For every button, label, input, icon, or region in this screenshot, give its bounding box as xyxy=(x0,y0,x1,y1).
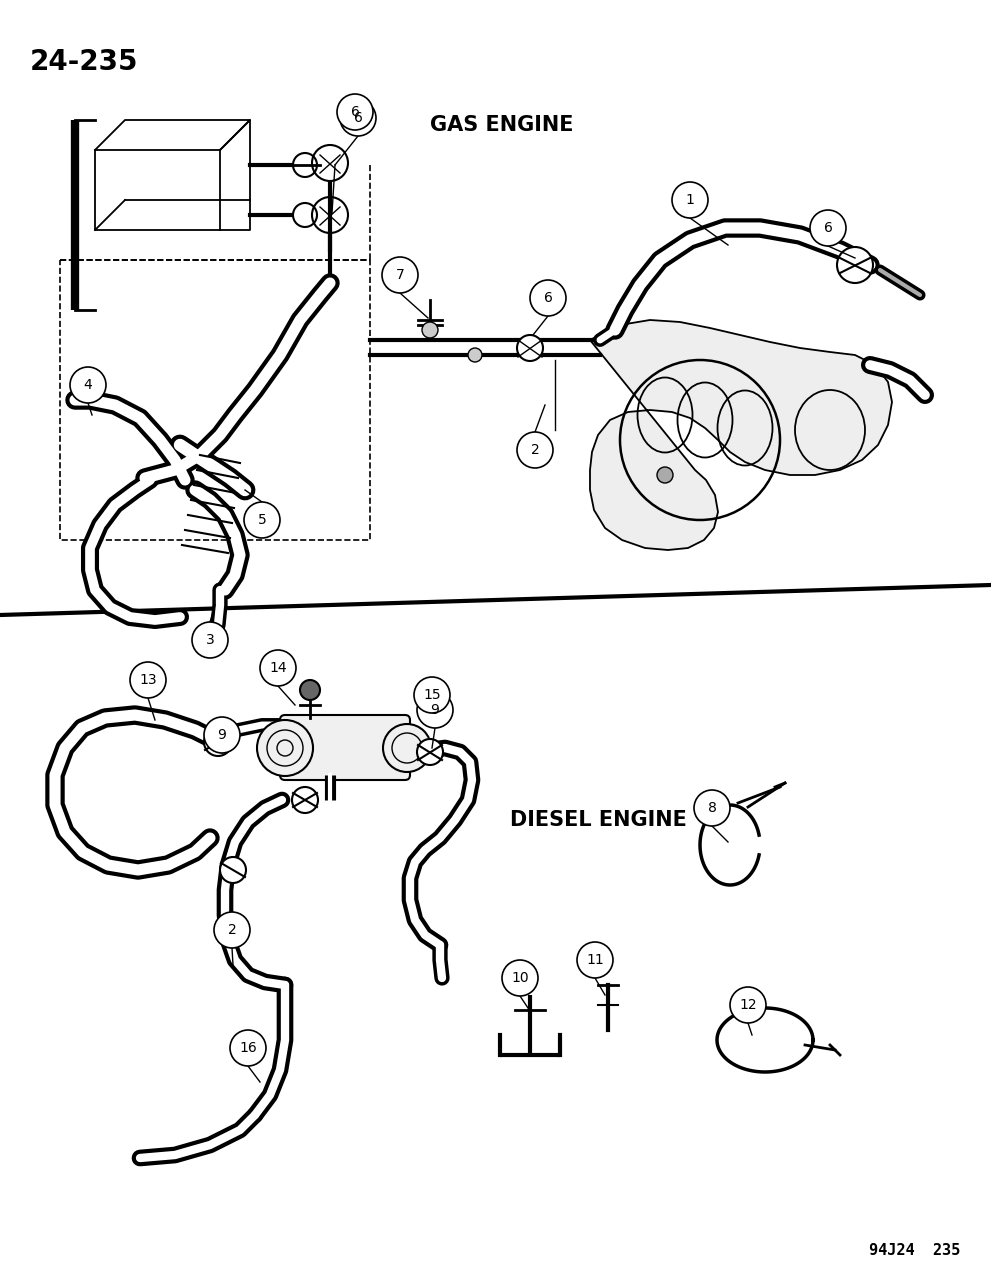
Text: 6: 6 xyxy=(824,221,832,235)
Circle shape xyxy=(417,740,443,765)
Circle shape xyxy=(293,153,317,177)
Circle shape xyxy=(422,323,438,338)
Circle shape xyxy=(214,912,250,949)
Circle shape xyxy=(340,99,376,136)
Text: 13: 13 xyxy=(139,673,157,687)
Text: 6: 6 xyxy=(354,111,363,125)
Circle shape xyxy=(417,692,453,728)
Circle shape xyxy=(292,787,318,813)
Circle shape xyxy=(383,724,431,771)
Polygon shape xyxy=(590,320,892,550)
Text: 11: 11 xyxy=(586,952,604,966)
Circle shape xyxy=(70,367,106,403)
Circle shape xyxy=(230,1030,266,1066)
Text: 2: 2 xyxy=(530,442,539,456)
Text: 4: 4 xyxy=(83,377,92,391)
Circle shape xyxy=(517,432,553,468)
Circle shape xyxy=(414,677,450,713)
Circle shape xyxy=(130,662,166,697)
Text: 6: 6 xyxy=(543,291,552,305)
Circle shape xyxy=(730,987,766,1023)
Circle shape xyxy=(468,348,482,362)
FancyBboxPatch shape xyxy=(280,715,410,780)
Circle shape xyxy=(810,210,846,246)
Text: 7: 7 xyxy=(395,268,404,282)
Text: 24-235: 24-235 xyxy=(30,48,139,76)
Text: DIESEL ENGINE: DIESEL ENGINE xyxy=(510,810,687,830)
Text: 1: 1 xyxy=(686,193,695,207)
Text: 6: 6 xyxy=(351,105,360,119)
Bar xyxy=(60,260,370,541)
Circle shape xyxy=(300,680,320,700)
Text: 2: 2 xyxy=(228,923,237,937)
Circle shape xyxy=(517,335,543,361)
Circle shape xyxy=(204,717,240,754)
Circle shape xyxy=(657,467,673,483)
Text: GAS ENGINE: GAS ENGINE xyxy=(430,115,574,135)
Text: 15: 15 xyxy=(423,688,441,703)
Circle shape xyxy=(502,960,538,996)
Text: 5: 5 xyxy=(258,513,267,527)
Text: 3: 3 xyxy=(205,632,214,646)
Circle shape xyxy=(257,720,313,776)
Text: 16: 16 xyxy=(239,1040,257,1054)
Text: 94J24  235: 94J24 235 xyxy=(869,1243,960,1258)
Circle shape xyxy=(382,258,418,293)
Circle shape xyxy=(293,203,317,227)
Circle shape xyxy=(260,650,296,686)
Circle shape xyxy=(192,622,228,658)
Circle shape xyxy=(530,280,566,316)
Text: 9: 9 xyxy=(218,728,226,742)
Text: 8: 8 xyxy=(708,801,716,815)
Circle shape xyxy=(672,182,708,218)
Circle shape xyxy=(337,94,373,130)
Text: 9: 9 xyxy=(430,703,439,717)
Circle shape xyxy=(837,247,873,283)
Text: 14: 14 xyxy=(270,660,286,674)
Text: 12: 12 xyxy=(739,998,757,1012)
Circle shape xyxy=(577,942,613,978)
Circle shape xyxy=(220,857,246,884)
Circle shape xyxy=(204,728,232,756)
Text: 10: 10 xyxy=(511,972,529,986)
Circle shape xyxy=(244,502,280,538)
Circle shape xyxy=(694,790,730,826)
